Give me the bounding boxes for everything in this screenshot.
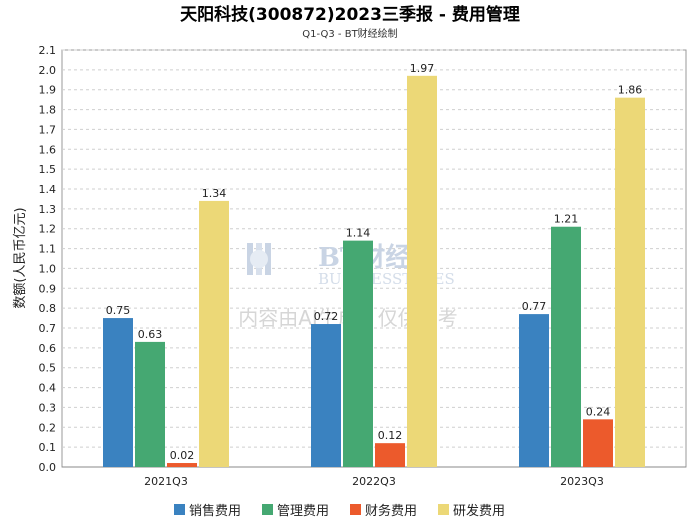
y-tick-label: 1.2 xyxy=(39,223,57,236)
y-tick-label: 0.1 xyxy=(39,441,57,454)
y-tick-label: 1.0 xyxy=(39,262,57,275)
y-axis-label: 数额(人民币亿元) xyxy=(13,207,28,308)
y-tick-label: 2.0 xyxy=(39,64,57,77)
bar xyxy=(103,318,133,467)
y-tick-label: 0.4 xyxy=(39,382,57,395)
y-tick-label: 0.3 xyxy=(39,401,57,414)
bar xyxy=(343,240,373,467)
y-tick-label: 1.9 xyxy=(39,84,57,97)
y-tick-label: 1.4 xyxy=(39,183,57,196)
data-label: 0.77 xyxy=(522,300,547,313)
bar xyxy=(375,443,405,467)
legend-label: 管理费用 xyxy=(277,504,329,519)
y-tick-label: 1.5 xyxy=(39,163,57,176)
y-tick-label: 0.8 xyxy=(39,302,57,315)
data-label: 0.75 xyxy=(106,304,131,317)
data-label: 1.86 xyxy=(618,84,643,97)
y-tick-label: 2.1 xyxy=(39,44,57,57)
bar xyxy=(407,75,437,468)
data-label: 1.34 xyxy=(202,187,227,200)
data-label: 0.12 xyxy=(378,429,403,442)
y-tick-label: 1.1 xyxy=(39,243,57,256)
legend-swatch xyxy=(262,504,273,515)
bar xyxy=(311,324,341,467)
legend-label: 研发费用 xyxy=(453,503,505,519)
bar xyxy=(199,200,229,467)
x-tick-label: 2022Q3 xyxy=(352,475,396,488)
bars: 0.75 0.63 0.02 1.34 0.72 1.14 0.12 1.97 0.77 1.21… xyxy=(103,62,645,468)
data-label: 1.21 xyxy=(554,213,579,226)
legend: 销售费用 管理费用 财务费用 研发费用 xyxy=(174,503,505,519)
y-axis-ticks: 0.0 0.1 0.2 0.3 0.4 0.5 0.6 0.7 0.8 0.9 1.0 1.1 1.2 1… xyxy=(39,44,57,474)
legend-swatch xyxy=(174,504,185,515)
legend-swatch xyxy=(350,504,361,515)
bar xyxy=(167,463,197,467)
bar xyxy=(519,314,549,467)
data-label: 0.72 xyxy=(314,310,339,323)
data-label: 1.14 xyxy=(346,227,371,240)
bar xyxy=(135,341,165,467)
data-label: 1.97 xyxy=(410,62,435,75)
y-tick-label: 0.5 xyxy=(39,362,57,375)
x-tick-label: 2023Q3 xyxy=(560,475,604,488)
y-tick-label: 0.7 xyxy=(39,322,57,335)
legend-swatch xyxy=(438,504,449,515)
chart-subtitle: Q1-Q3 - BT财经绘制 xyxy=(302,27,397,40)
y-tick-label: 0.2 xyxy=(39,421,57,434)
bt-logo-icon xyxy=(247,243,271,275)
data-label: 0.02 xyxy=(170,449,195,462)
y-tick-label: 0.6 xyxy=(39,342,57,355)
y-tick-label: 0.0 xyxy=(39,461,57,474)
x-axis-categories: 2021Q3 2022Q3 2023Q3 xyxy=(144,475,604,488)
x-tick-label: 2021Q3 xyxy=(144,475,188,488)
chart-title: 天阳科技(300872)2023三季报 - 费用管理 xyxy=(180,4,520,25)
y-tick-label: 1.3 xyxy=(39,203,57,216)
y-tick-label: 1.8 xyxy=(39,104,57,117)
bar xyxy=(583,419,613,467)
bar xyxy=(551,226,581,467)
y-tick-label: 1.7 xyxy=(39,123,57,136)
y-tick-label: 1.6 xyxy=(39,143,57,156)
legend-label: 销售费用 xyxy=(189,503,241,519)
data-label: 0.24 xyxy=(586,405,611,418)
legend-label: 财务费用 xyxy=(365,503,417,519)
bar xyxy=(615,97,645,468)
y-tick-label: 0.9 xyxy=(39,282,57,295)
data-label: 0.63 xyxy=(138,328,163,341)
grid-lines xyxy=(61,49,687,468)
